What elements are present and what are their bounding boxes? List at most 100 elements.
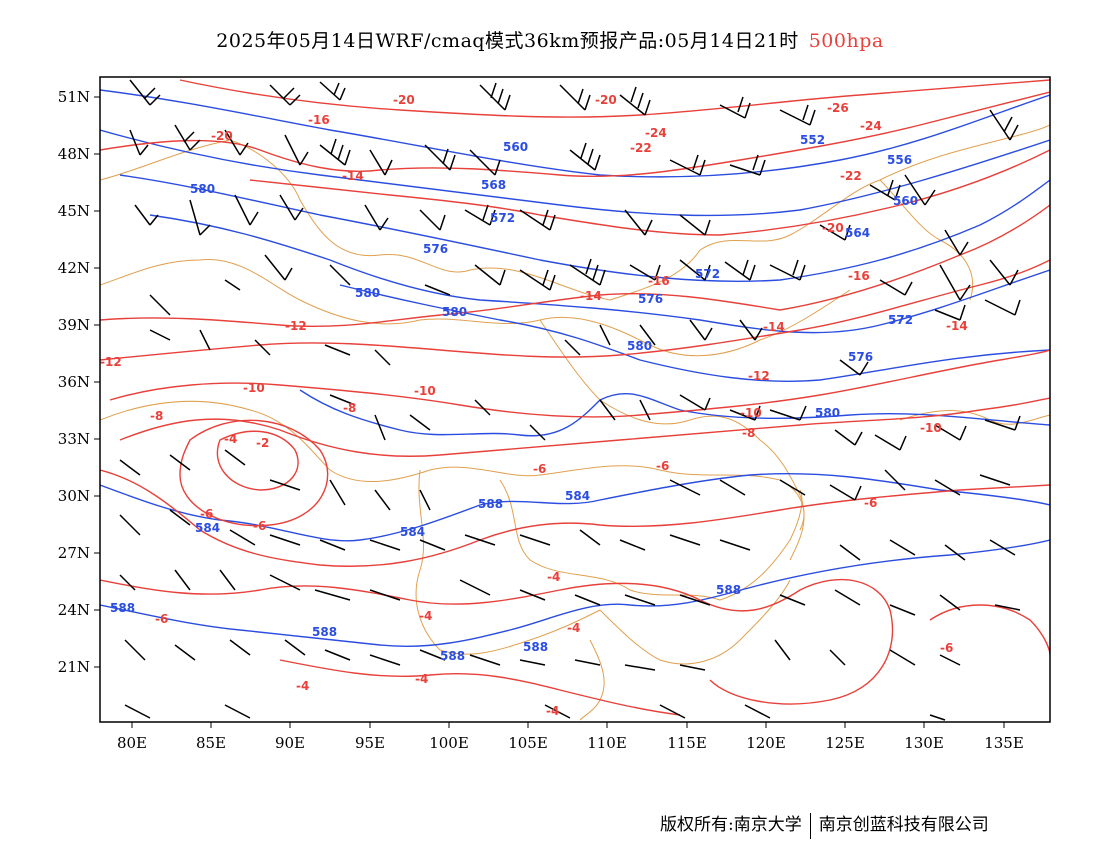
- lon-label: 135E: [984, 734, 1024, 752]
- wind-barb: [739, 319, 763, 341]
- wind-barb: [619, 86, 651, 116]
- temperature-label: -4: [296, 679, 309, 693]
- wind-barb: [679, 594, 711, 606]
- wind-barb: [869, 179, 901, 201]
- wind-barb: [889, 604, 916, 616]
- height-label: 588: [716, 583, 741, 597]
- height-label: 580: [815, 406, 840, 420]
- height-contour: [339, 284, 1050, 382]
- height-contour: [100, 89, 1050, 178]
- wind-barb: [839, 544, 861, 561]
- map-layers: 580 572 576 580 560 568 580 588 584 584 …: [100, 79, 1050, 721]
- height-label: 572: [490, 211, 515, 225]
- wind-barb: [519, 534, 551, 546]
- height-label: 588: [523, 640, 548, 654]
- wind-barb: [569, 258, 606, 286]
- height-contour: [299, 389, 1050, 437]
- wind-barb: [324, 649, 351, 661]
- lat-label: 21N: [58, 658, 90, 676]
- wind-barb: [934, 479, 961, 496]
- temperature-contour: [179, 419, 329, 527]
- height-contour: [100, 129, 1050, 217]
- height-contour: [119, 174, 1050, 282]
- temperature-label: -26: [827, 101, 849, 115]
- height-label: 588: [312, 625, 337, 639]
- wind-barb: [599, 324, 611, 346]
- wind-barb: [269, 479, 301, 491]
- copyright: 版权所有:南京大学 南京创蓝科技有限公司: [660, 810, 989, 839]
- temperature-label: -10: [243, 381, 265, 395]
- wind-barb: [579, 529, 601, 546]
- title-main: 2025年05月14日WRF/cmaq模式36km预报产品:05月14日21时: [216, 30, 799, 52]
- temperature-label: -14: [946, 319, 968, 333]
- lon-label: 130E: [904, 734, 944, 752]
- wind-barb: [319, 81, 346, 101]
- temperature-contour: [179, 79, 1050, 118]
- wind-barb: [574, 594, 601, 606]
- wind-barb: [559, 84, 591, 111]
- wind-barb: [744, 704, 771, 719]
- temperature-label: -14: [342, 169, 364, 183]
- boundary-line: [100, 124, 1050, 301]
- wind-barb: [679, 214, 711, 236]
- wind-barb: [519, 659, 546, 666]
- boundary-line: [100, 258, 851, 357]
- height-label: 580: [442, 305, 467, 319]
- wind-barb: [329, 394, 356, 406]
- wind-barb: [464, 204, 496, 226]
- wind-barb: [329, 264, 351, 286]
- temperature-label: -4: [546, 704, 559, 718]
- wind-barb: [624, 209, 653, 236]
- temperature-label: -4: [415, 672, 428, 686]
- temperature-label: -6: [656, 459, 669, 473]
- temperature-contour: [279, 659, 681, 716]
- wind-barb: [724, 259, 756, 281]
- copyright-company: 南京创蓝科技有限公司: [818, 815, 989, 835]
- temperature-label: -14: [580, 289, 602, 303]
- wind-barb: [689, 319, 713, 341]
- copyright-divider: [809, 812, 811, 839]
- wind-barb: [989, 539, 1016, 556]
- wind-barb: [469, 654, 501, 666]
- temperature-label: -6: [533, 462, 546, 476]
- boundary-line: [759, 439, 805, 561]
- wind-barb: [979, 474, 1011, 486]
- height-contour: [100, 539, 1050, 648]
- wind-barb: [319, 138, 351, 166]
- wind-barb: [889, 649, 916, 666]
- temperature-label: -20: [822, 221, 844, 235]
- temperature-label: -6: [200, 507, 213, 521]
- wind-barb: [984, 299, 1021, 316]
- wind-barb: [639, 399, 651, 421]
- wind-barb: [669, 154, 706, 176]
- wind-barb: [224, 449, 246, 466]
- lat-label: 33N: [58, 430, 90, 448]
- height-label: 560: [893, 194, 918, 208]
- map-title: 2025年05月14日WRF/cmaq模式36km预报产品:05月14日21时 5…: [0, 26, 1100, 53]
- wind-barb: [934, 304, 966, 321]
- wind-barb: [944, 544, 966, 561]
- wind-barb: [994, 604, 1021, 611]
- lat-label: 27N: [58, 544, 90, 562]
- wind-barb: [519, 269, 556, 291]
- wind-barb: [474, 264, 506, 286]
- temperature-label: -20: [211, 129, 233, 143]
- wind-barb: [219, 569, 236, 591]
- geopotential-labels: 580 572 576 580 560 568 580 588 584 584 …: [110, 133, 918, 663]
- height-label: 588: [110, 601, 135, 615]
- wind-barb: [224, 279, 241, 291]
- height-label: 584: [565, 489, 590, 503]
- height-label: 580: [355, 286, 380, 300]
- wind-barb: [989, 109, 1019, 141]
- wind-barb: [719, 96, 751, 119]
- wind-barb: [254, 339, 271, 356]
- temperature-label: -6: [864, 496, 877, 510]
- wind-barb: [319, 539, 346, 551]
- wind-barb: [829, 484, 862, 501]
- wind-barb: [324, 344, 351, 356]
- lon-label: 120E: [746, 734, 786, 752]
- lon-label: 80E: [117, 734, 147, 752]
- wind-barb: [889, 539, 916, 556]
- wind-barb: [669, 479, 701, 496]
- height-contour: [149, 214, 1050, 334]
